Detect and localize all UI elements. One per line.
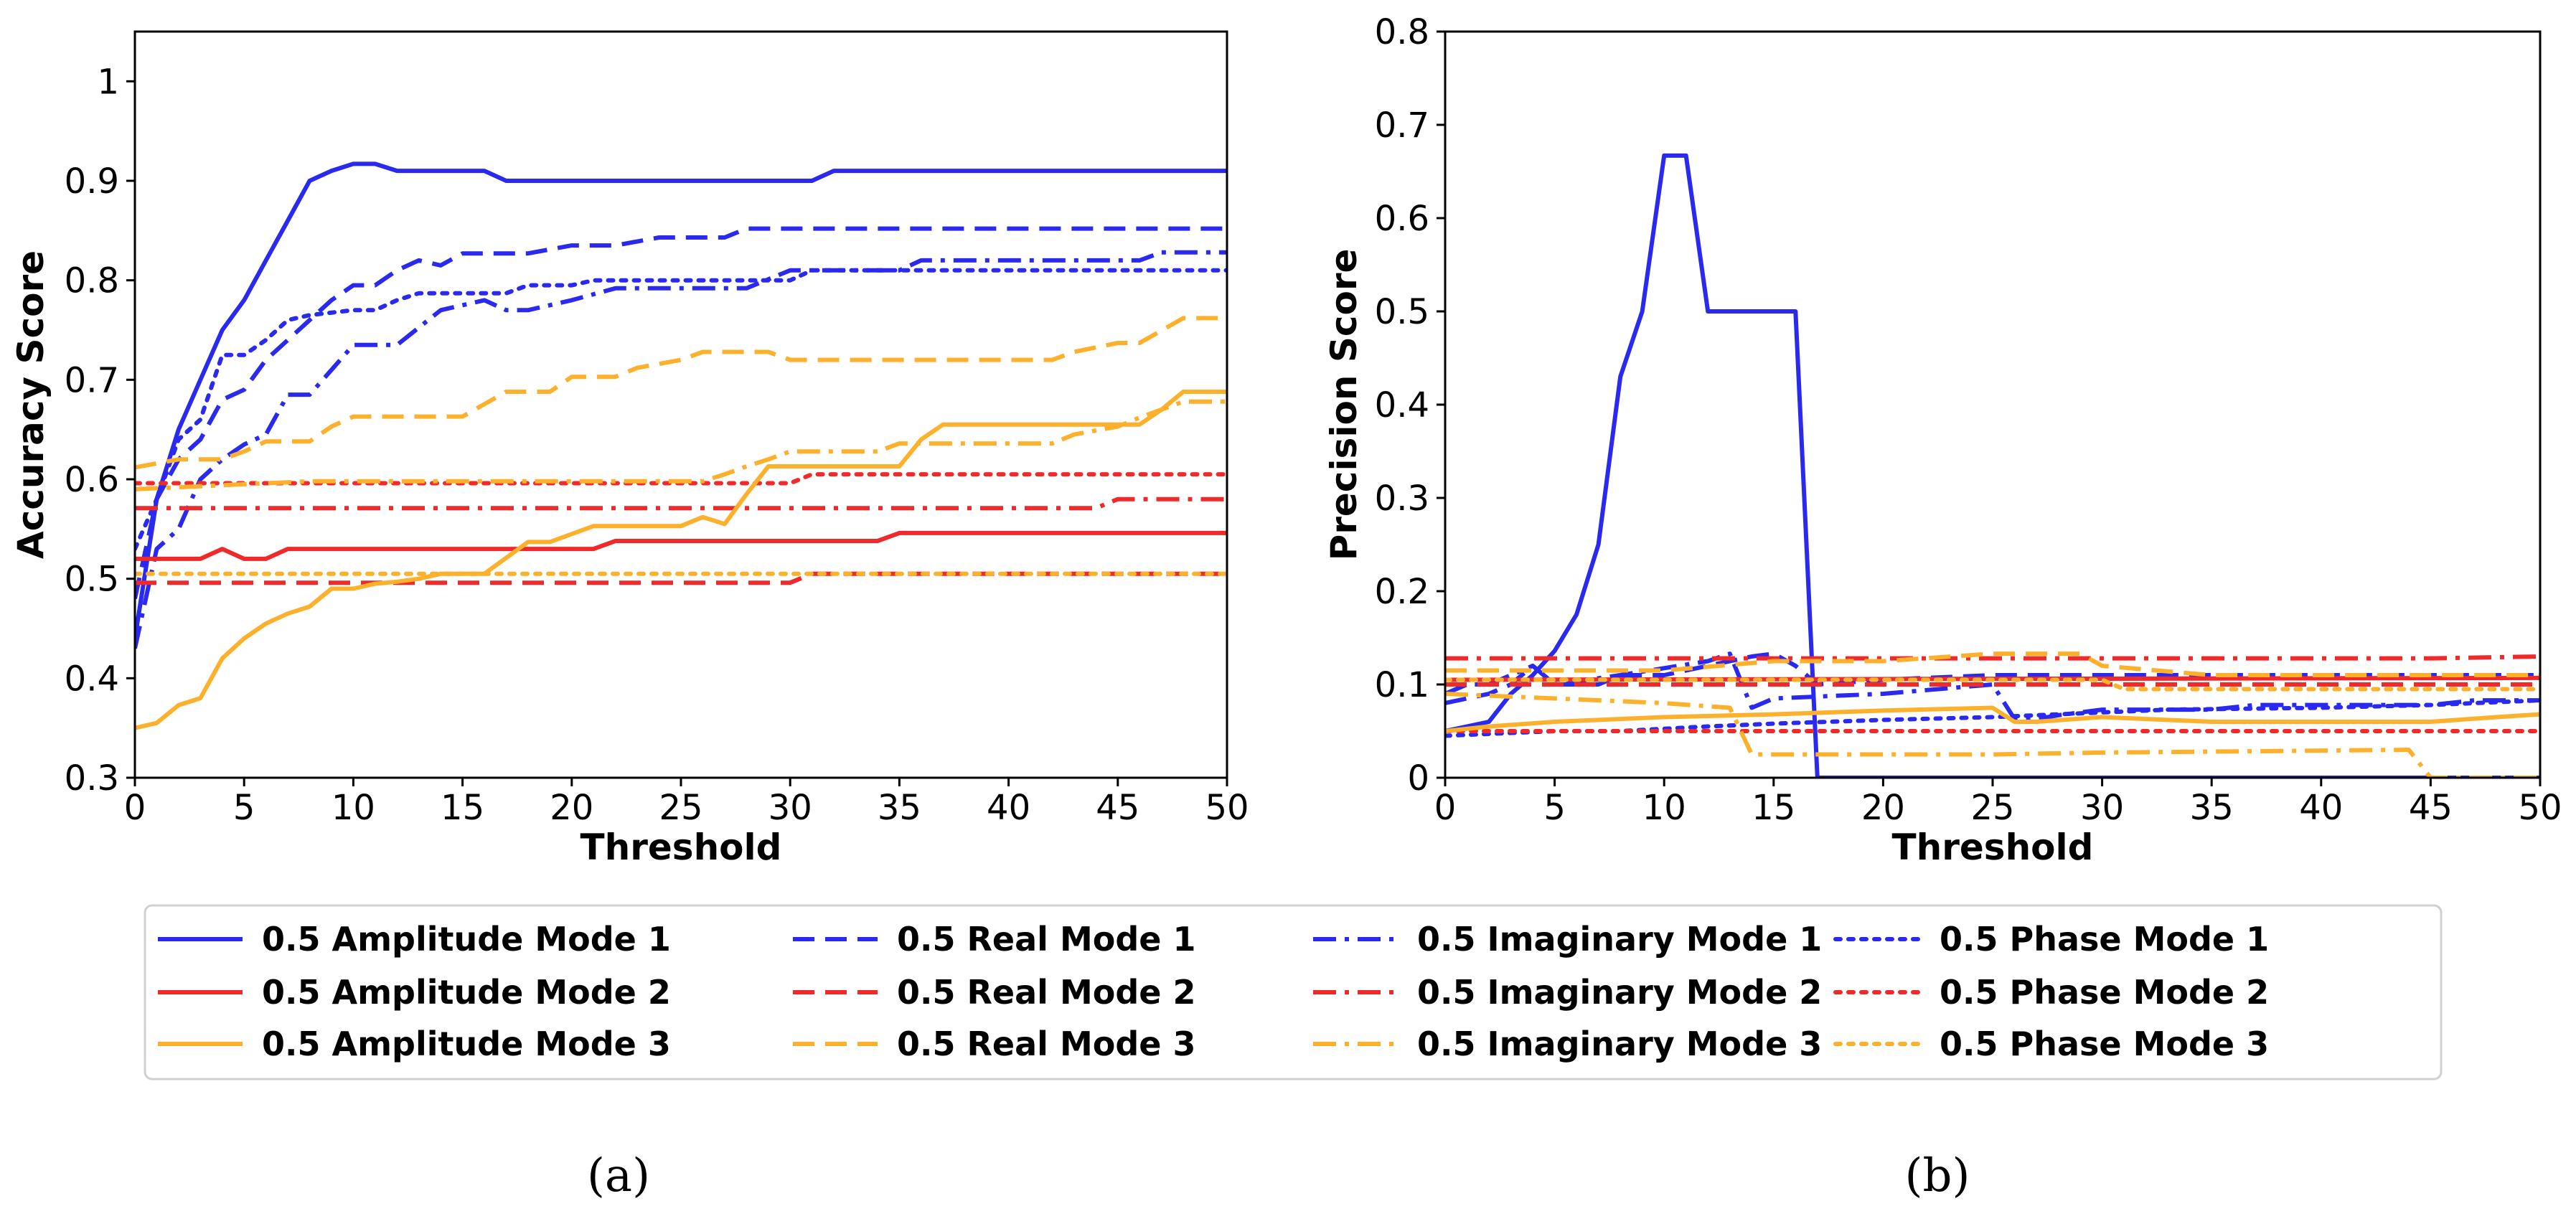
panel-b-ticks: 0 5 10 15 20 25 30 35 40 45 50 0 0.1 0.2 0.3 0.4 0.5 0.6 0… — [1375, 12, 2562, 828]
panel-a-y-tick-label: 0.6 — [65, 460, 119, 500]
legend-label-0-5-imaginary-mode-3: 0.5 Imaginary Mode 3 — [1417, 1025, 1822, 1063]
panel-b-plot-frame — [1444, 30, 2542, 779]
panel-b-series-0-5-imaginary-mode-2 — [1445, 654, 2540, 661]
panel-b-x-tick-label: 20 — [1861, 788, 1905, 828]
panel-a-series-0-5-real-mode-1 — [135, 226, 1227, 600]
panel-b-y-tick-label: 0.7 — [1375, 105, 1429, 146]
panel-a-y-tick-label: 0.3 — [65, 758, 119, 799]
panel-b-x-tick-label: 30 — [2080, 788, 2124, 828]
panel-a-series-0-5-real-mode-3 — [135, 316, 1227, 470]
legend-items: 0.5 Amplitude Mode 1 0.5 Real Mode 1 0.5 I… — [158, 920, 2269, 1063]
panel-a-x-tick-label: 30 — [768, 788, 812, 828]
panel-b-y-tick-label: 0.5 — [1375, 292, 1429, 332]
panel-a-x-tick-label: 20 — [550, 788, 593, 828]
panel-a-x-tick-label: 45 — [1096, 788, 1139, 828]
panel-a-x-tick-label: 25 — [659, 788, 702, 828]
panel-b-series-0-5-amplitude-mode-3 — [1445, 705, 2540, 733]
panel-b-x-axis-title: Threshold — [1892, 827, 2094, 868]
panel-a-y-tick-label: 0.5 — [65, 560, 119, 600]
panel-a-x-tick-label: 15 — [441, 788, 484, 828]
panel-a-series-layer — [135, 161, 1227, 730]
panel-a-x-tick-label: 5 — [233, 788, 255, 828]
panel-b-x-tick-label: 45 — [2409, 788, 2453, 828]
panel-a-x-tick-label: 35 — [878, 788, 921, 828]
panel-b-x-tick-label: 40 — [2299, 788, 2343, 828]
legend-label-0-5-real-mode-2: 0.5 Real Mode 2 — [897, 973, 1195, 1012]
panel-a-label: (a) — [587, 1149, 650, 1202]
legend-label-0-5-real-mode-3: 0.5 Real Mode 3 — [897, 1025, 1195, 1063]
legend-label-0-5-imaginary-mode-1: 0.5 Imaginary Mode 1 — [1417, 920, 1822, 959]
panel-b-x-tick-label: 35 — [2190, 788, 2234, 828]
legend-label-0-5-real-mode-1: 0.5 Real Mode 1 — [897, 920, 1195, 959]
panel-a-series-0-5-imaginary-mode-2 — [135, 496, 1227, 511]
panel-b-x-tick-label: 0 — [1434, 788, 1457, 828]
legend-label-0-5-phase-mode-1: 0.5 Phase Mode 1 — [1940, 920, 2269, 959]
panel-b-series-0-5-amplitude-mode-1 — [1445, 153, 2540, 778]
legend-label-0-5-phase-mode-2: 0.5 Phase Mode 2 — [1940, 973, 2269, 1012]
panel-b-x-tick-label: 25 — [1970, 788, 2014, 828]
panel-a-x-tick-label: 10 — [332, 788, 375, 828]
panel-a-x-axis-title: Threshold — [580, 827, 782, 868]
panel-b-series-layer — [1445, 153, 2540, 778]
panel-a-series-0-5-imaginary-mode-1 — [135, 250, 1227, 649]
panel-a-y-tick-label: 0.4 — [65, 659, 119, 699]
panel-a-x-tick-label: 0 — [124, 788, 146, 828]
panel-b-series-0-5-real-mode-3 — [1445, 651, 2540, 677]
panel-b-y-tick-label: 0.6 — [1375, 199, 1429, 239]
panel-a-y-axis-title: Accuracy Score — [10, 250, 52, 559]
panel-b-y-tick-label: 0.8 — [1375, 12, 1429, 52]
legend-label-0-5-imaginary-mode-2: 0.5 Imaginary Mode 2 — [1417, 973, 1822, 1012]
legend-label-0-5-phase-mode-3: 0.5 Phase Mode 3 — [1940, 1025, 2269, 1063]
panel-b-y-axis-title: Precision Score — [1323, 249, 1365, 561]
legend: 0.5 Amplitude Mode 1 0.5 Real Mode 1 0.5 I… — [144, 904, 2443, 1081]
panel-a-y-tick-label: 0.9 — [65, 161, 119, 202]
panel-b-precision-chart: 0 5 10 15 20 25 30 35 40 45 50 0 0.1 0.2 0.3 0.4 0.5 0.6 0… — [1323, 12, 2562, 1202]
panel-a-ticks: 0 5 10 15 20 25 30 35 40 45 50 0.3 0.4 0.5 0.6 0.7 0.8 0.… — [65, 62, 1249, 828]
legend-label-0-5-amplitude-mode-1: 0.5 Amplitude Mode 1 — [262, 920, 671, 959]
panel-a-series-0-5-imaginary-mode-3 — [135, 399, 1227, 491]
legend-label-0-5-amplitude-mode-2: 0.5 Amplitude Mode 2 — [262, 973, 671, 1012]
panel-a-y-tick-label: 1 — [97, 62, 119, 102]
legend-label-0-5-amplitude-mode-3: 0.5 Amplitude Mode 3 — [262, 1025, 671, 1063]
panel-a-accuracy-chart: 0 5 10 15 20 25 30 35 40 45 50 0.3 0.4 0.5 0.6 0.7 0.8 0.… — [10, 30, 1249, 1202]
panel-b-y-tick-label: 0.1 — [1375, 665, 1429, 705]
panel-b-y-tick-label: 0.3 — [1375, 479, 1429, 519]
panel-b-y-tick-label: 0.4 — [1375, 385, 1429, 425]
panel-b-x-tick-label: 10 — [1642, 788, 1686, 828]
legend-box — [144, 904, 2443, 1081]
panel-b-x-tick-label: 50 — [2518, 788, 2562, 828]
panel-a-series-0-5-phase-mode-1 — [135, 268, 1227, 552]
panel-b-label: (b) — [1905, 1149, 1970, 1202]
panel-a-series-0-5-amplitude-mode-2 — [135, 530, 1227, 561]
panel-a-x-tick-label: 40 — [987, 788, 1030, 828]
panel-a-y-tick-label: 0.8 — [65, 261, 119, 301]
panel-b-y-tick-label: 0.2 — [1375, 572, 1429, 612]
panel-b-y-tick-label: 0 — [1407, 758, 1429, 799]
panel-b-x-tick-label: 5 — [1543, 788, 1566, 828]
panel-a-x-tick-label: 50 — [1205, 788, 1249, 828]
panel-b-series-0-5-phase-mode-1 — [1445, 698, 2540, 738]
panel-b-series-0-5-phase-mode-3 — [1445, 677, 2540, 692]
panel-b-x-tick-label: 15 — [1752, 788, 1795, 828]
panel-b-series-0-5-imaginary-mode-3 — [1445, 692, 2540, 778]
panel-a-y-tick-label: 0.7 — [65, 360, 119, 400]
panel-a-plot-frame — [133, 30, 1228, 779]
panel-a-series-0-5-amplitude-mode-1 — [135, 161, 1227, 639]
